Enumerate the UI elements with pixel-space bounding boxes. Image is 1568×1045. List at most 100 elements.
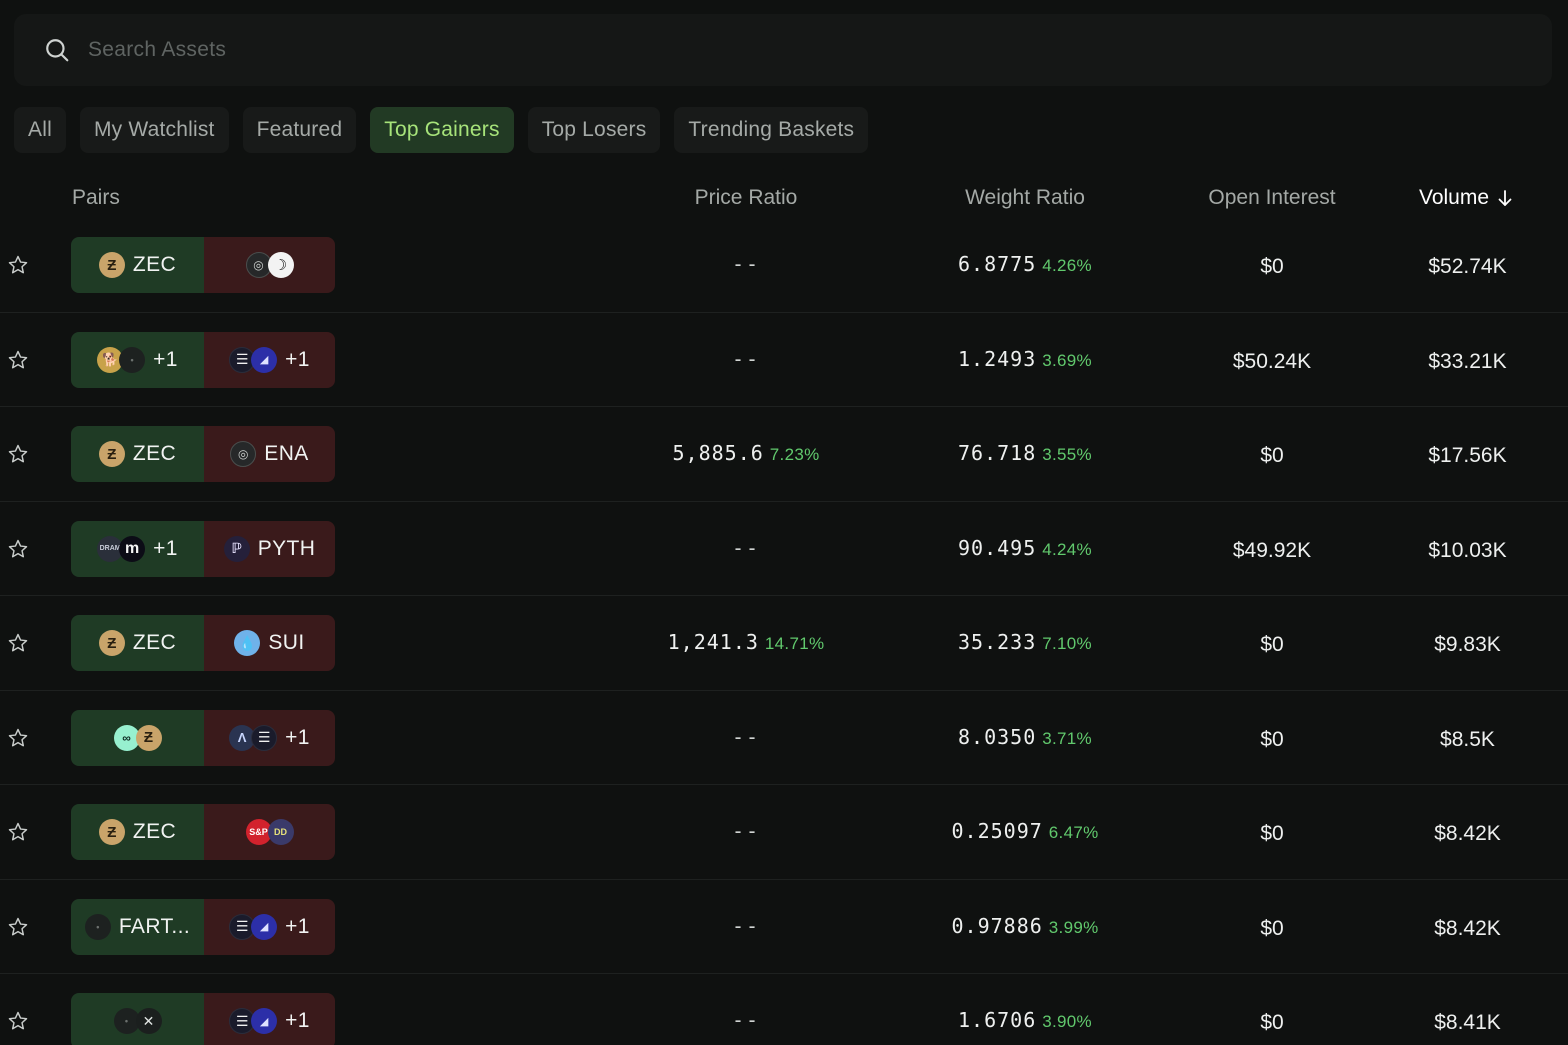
weight-ratio-value: 35.233 (958, 630, 1037, 654)
short-asset-label: PYTH (257, 536, 316, 560)
pyth-coin-icon: ℙ (223, 535, 250, 562)
star-icon[interactable] (7, 443, 29, 465)
zec-coin-icon: Ƶ (135, 724, 162, 751)
tab-trending-baskets[interactable]: Trending Baskets (674, 107, 869, 153)
table-row[interactable]: DRAM m +1 ℙ PYTH -- 90.495 4.24% $49.92K $10.03K (0, 502, 1568, 596)
weight-ratio-change: 3.71% (1042, 728, 1092, 748)
pair-chip[interactable]: • ✕ ☰ ◢ +1 (71, 993, 335, 1045)
table-row[interactable]: ∞ Ƶ Λ ☰ +1 -- 8.0350 3.71% $0 $8.5K (0, 691, 1568, 785)
pair-chip[interactable]: • FART... ☰ ◢ +1 (71, 898, 335, 955)
menu-coin-icon: ☰ (229, 913, 256, 940)
filter-tabs: All My Watchlist Featured Top Gainers To… (14, 107, 869, 153)
table-row[interactable]: Ƶ ZEC ◎ ENA 5,885.6 7.23% 76.718 3.55% $0 $17.56K (0, 407, 1568, 502)
search-input[interactable] (86, 37, 1290, 63)
pair-chip[interactable]: Ƶ ZEC ◎ ENA (71, 426, 335, 482)
long-asset-label: ZEC (132, 631, 177, 654)
table-row[interactable]: • ✕ ☰ ◢ +1 -- 1.6706 3.90% $0 $8.41K (0, 974, 1568, 1045)
open-interest-cell: $0 (1260, 1011, 1284, 1034)
weight-ratio-value: 8.0350 (958, 724, 1037, 749)
menu-coin-icon: ☰ (229, 346, 256, 373)
star-icon[interactable] (7, 538, 29, 560)
star-icon[interactable] (7, 254, 29, 276)
table-row[interactable]: 🐕 • +1 ☰ ◢ +1 -- 1.2493 3.69% $50.24K $33.21K (0, 313, 1568, 407)
long-side: Ƶ ZEC (71, 237, 204, 293)
weight-ratio-cell: 76.718 3.55% (925, 441, 1125, 466)
arb-coin-icon: Λ (229, 724, 256, 751)
price-ratio-cell: -- (646, 252, 846, 277)
open-interest-cell: $0 (1260, 444, 1284, 467)
star-icon[interactable] (7, 632, 29, 654)
price-ratio-value: 1,241.3 (667, 630, 759, 654)
table-row[interactable]: Ƶ ZEC 💧 SUI 1,241.3 14.71% 35.233 7.10% $0 $9.83K (0, 596, 1568, 691)
header-volume[interactable]: Volume (1396, 186, 1536, 210)
weight-ratio-value: 6.8775 (958, 252, 1037, 276)
long-side: • FART... (71, 898, 204, 955)
long-side: 🐕 • +1 (71, 331, 204, 388)
volume-cell: $10.03K (1428, 538, 1507, 562)
star-icon[interactable] (7, 349, 29, 371)
weight-ratio-cell: 6.8775 4.26% (925, 252, 1125, 277)
zec-coin-icon: Ƶ (98, 819, 125, 845)
star-icon[interactable] (7, 821, 29, 843)
pair-chip[interactable]: ∞ Ƶ Λ ☰ +1 (71, 709, 335, 766)
dark-coin-icon: • (113, 1008, 140, 1034)
star-icon[interactable] (7, 1010, 29, 1032)
short-coins: ◎ (230, 441, 257, 467)
volume-cell: $8.42K (1434, 822, 1501, 845)
pair-chip[interactable]: Ƶ ZEC ◎ ☽ (71, 237, 335, 293)
volume-cell: $9.83K (1434, 633, 1501, 656)
search-bar[interactable] (14, 14, 1552, 86)
short-side: ◎ ENA (204, 426, 335, 482)
price-ratio-value: -- (731, 346, 761, 371)
short-side: ☰ ◢ +1 (204, 993, 335, 1045)
table-row[interactable]: Ƶ ZEC S&P DD -- 0.25097 6.47% $0 $8.42K (0, 785, 1568, 880)
tab-all[interactable]: All (14, 107, 66, 153)
short-extra-count: +1 (285, 725, 310, 749)
weight-ratio-cell: 0.25097 6.47% (925, 819, 1125, 844)
volume-cell: $8.5K (1440, 727, 1495, 751)
star-icon[interactable] (7, 916, 29, 938)
zec-coin-icon: Ƶ (98, 630, 125, 656)
header-price-ratio[interactable]: Price Ratio (694, 186, 798, 209)
table-row[interactable]: Ƶ ZEC ◎ ☽ -- 6.8775 4.26% $0 $52.74K (0, 218, 1568, 313)
price-ratio-value: -- (731, 724, 761, 749)
table-row[interactable]: • FART... ☰ ◢ +1 -- 0.97886 3.99% $0 $8.42K (0, 880, 1568, 974)
volume-cell: $8.41K (1434, 1011, 1501, 1034)
monad-coin-icon: m (119, 535, 146, 562)
tab-top-losers[interactable]: Top Losers (527, 107, 661, 153)
header-weight-ratio[interactable]: Weight Ratio (965, 186, 1085, 209)
short-side: ℙ PYTH (204, 520, 335, 577)
price-ratio-value: -- (731, 819, 761, 843)
star-icon[interactable] (7, 727, 29, 749)
long-coins: • (84, 913, 111, 940)
long-extra-count: +1 (153, 536, 178, 560)
price-ratio-cell: -- (646, 347, 846, 372)
short-side: S&P DD (204, 804, 335, 860)
dram-coin-icon: DRAM (97, 535, 124, 562)
price-ratio-cell: -- (646, 536, 846, 561)
weight-ratio-cell: 8.0350 3.71% (925, 725, 1125, 750)
short-coins: Λ ☰ (229, 724, 278, 751)
weight-ratio-change: 6.47% (1048, 823, 1099, 842)
pair-chip[interactable]: Ƶ ZEC S&P DD (71, 804, 335, 860)
tab-top-gainers[interactable]: Top Gainers (370, 107, 514, 153)
short-coins: ℙ (223, 535, 250, 562)
weight-ratio-cell: 35.233 7.10% (925, 630, 1125, 655)
long-extra-count: +1 (153, 347, 178, 371)
pair-chip[interactable]: 🐕 • +1 ☰ ◢ +1 (71, 331, 335, 388)
weight-ratio-cell: 1.2493 3.69% (925, 347, 1125, 372)
price-ratio-cell: -- (646, 819, 846, 844)
pair-chip[interactable]: Ƶ ZEC 💧 SUI (71, 615, 335, 671)
long-side: ∞ Ƶ (71, 709, 204, 766)
pair-chip[interactable]: DRAM m +1 ℙ PYTH (71, 520, 335, 577)
weight-ratio-change: 3.69% (1042, 350, 1092, 370)
short-side: ☰ ◢ +1 (204, 331, 335, 388)
sp-coin-icon: S&P (245, 819, 272, 845)
doge-coin-icon: 🐕 (97, 346, 124, 373)
long-side: Ƶ ZEC (71, 426, 204, 482)
weight-ratio-value: 76.718 (958, 441, 1037, 465)
header-open-interest[interactable]: Open Interest (1208, 186, 1336, 209)
price-ratio-value: -- (731, 913, 761, 938)
tab-my-watchlist[interactable]: My Watchlist (79, 107, 229, 153)
tab-featured[interactable]: Featured (242, 107, 357, 153)
